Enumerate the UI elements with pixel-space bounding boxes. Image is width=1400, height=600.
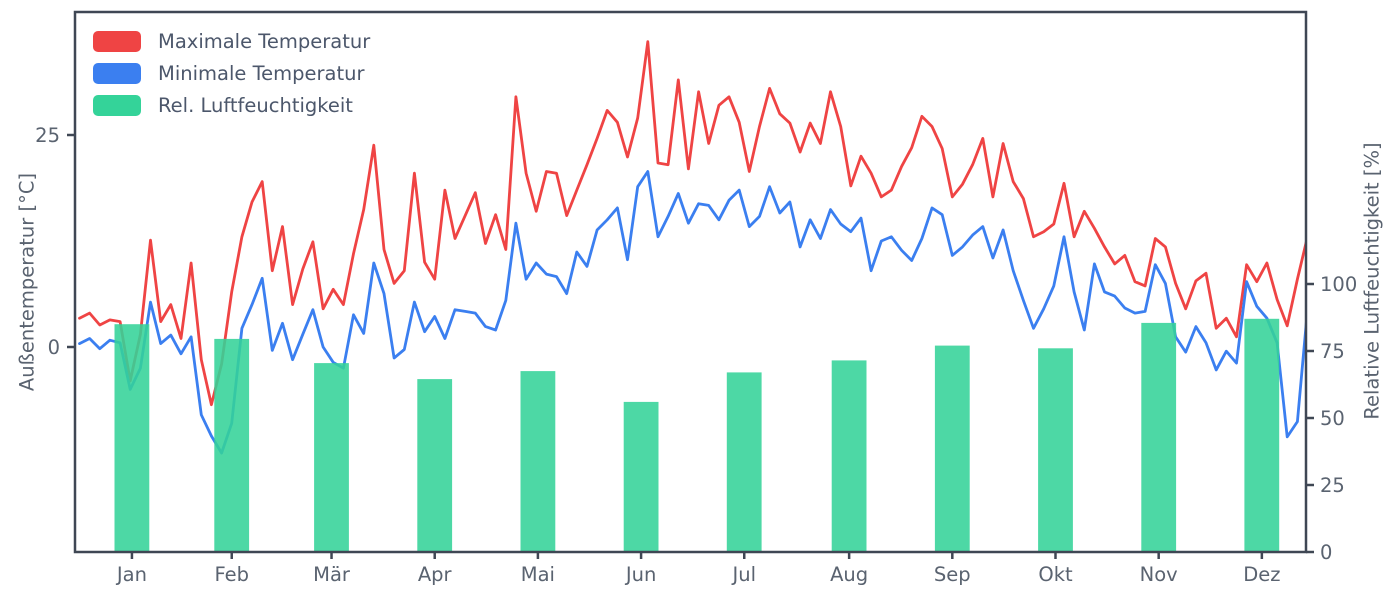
legend: Maximale Temperatur Minimale Temperatur … <box>93 30 370 117</box>
x-tick-label: Nov <box>1140 563 1178 586</box>
humidity-bar-jul <box>726 372 762 552</box>
humidity-bar-apr <box>417 379 453 552</box>
left-tick-label: 0 <box>48 336 60 359</box>
humidity-bar-feb <box>214 338 250 552</box>
humidity-bar-okt <box>1038 348 1073 552</box>
x-tick-label: Mai <box>521 563 555 586</box>
x-tick-label: Feb <box>214 563 249 586</box>
humidity-bar-nov <box>1141 322 1177 552</box>
x-tick-label: Jan <box>115 563 147 586</box>
x-tick-label: Jun <box>624 563 656 586</box>
right-axis-title: Relative Luftfeuchtigkeit [%] <box>1360 142 1384 420</box>
right-tick-label: 100 <box>1320 273 1357 296</box>
right-tick-label: 50 <box>1320 407 1345 430</box>
series-layer <box>78 40 1306 552</box>
humidity-bar-dez <box>1244 318 1280 552</box>
x-tick-label: Okt <box>1038 563 1073 586</box>
right-tick-label: 25 <box>1320 474 1345 497</box>
humidity-bar-jun <box>623 401 659 552</box>
humidity-bar-mai <box>520 371 556 552</box>
legend-entry-min-temp: Minimale Temperatur <box>93 62 370 85</box>
legend-entry-max-temp: Maximale Temperatur <box>93 30 370 53</box>
x-tick-label: Apr <box>418 563 453 586</box>
humidity-bar-mär <box>314 363 349 552</box>
legend-swatch-min-temp <box>93 63 141 84</box>
legend-entry-humidity: Rel. Luftfeuchtigkeit <box>93 94 370 117</box>
legend-label-max-temp: Maximale Temperatur <box>158 30 371 53</box>
x-tick-label: Jul <box>730 563 756 586</box>
x-tick-label: Sep <box>934 563 971 586</box>
humidity-bar-jan <box>114 324 150 552</box>
legend-swatch-max-temp <box>93 31 141 52</box>
left-axis-title: Außentemperatur [°C] <box>15 172 39 392</box>
right-tick-label: 75 <box>1320 340 1345 363</box>
min-temp-line <box>78 170 1306 455</box>
x-tick-label: Aug <box>830 563 868 586</box>
legend-label-min-temp: Minimale Temperatur <box>158 62 365 85</box>
max-temp-line <box>78 40 1306 407</box>
legend-swatch-humidity <box>93 95 141 116</box>
humidity-bar-aug <box>831 360 867 552</box>
plot-border <box>73 10 1308 554</box>
left-tick-label: 25 <box>35 124 60 147</box>
legend-label-humidity: Rel. Luftfeuchtigkeit <box>158 94 353 117</box>
x-tick-label: Dez <box>1243 563 1280 586</box>
right-tick-label: 0 <box>1320 541 1332 564</box>
x-tick-label: Mär <box>313 563 351 586</box>
humidity-bar-sep <box>934 345 970 552</box>
